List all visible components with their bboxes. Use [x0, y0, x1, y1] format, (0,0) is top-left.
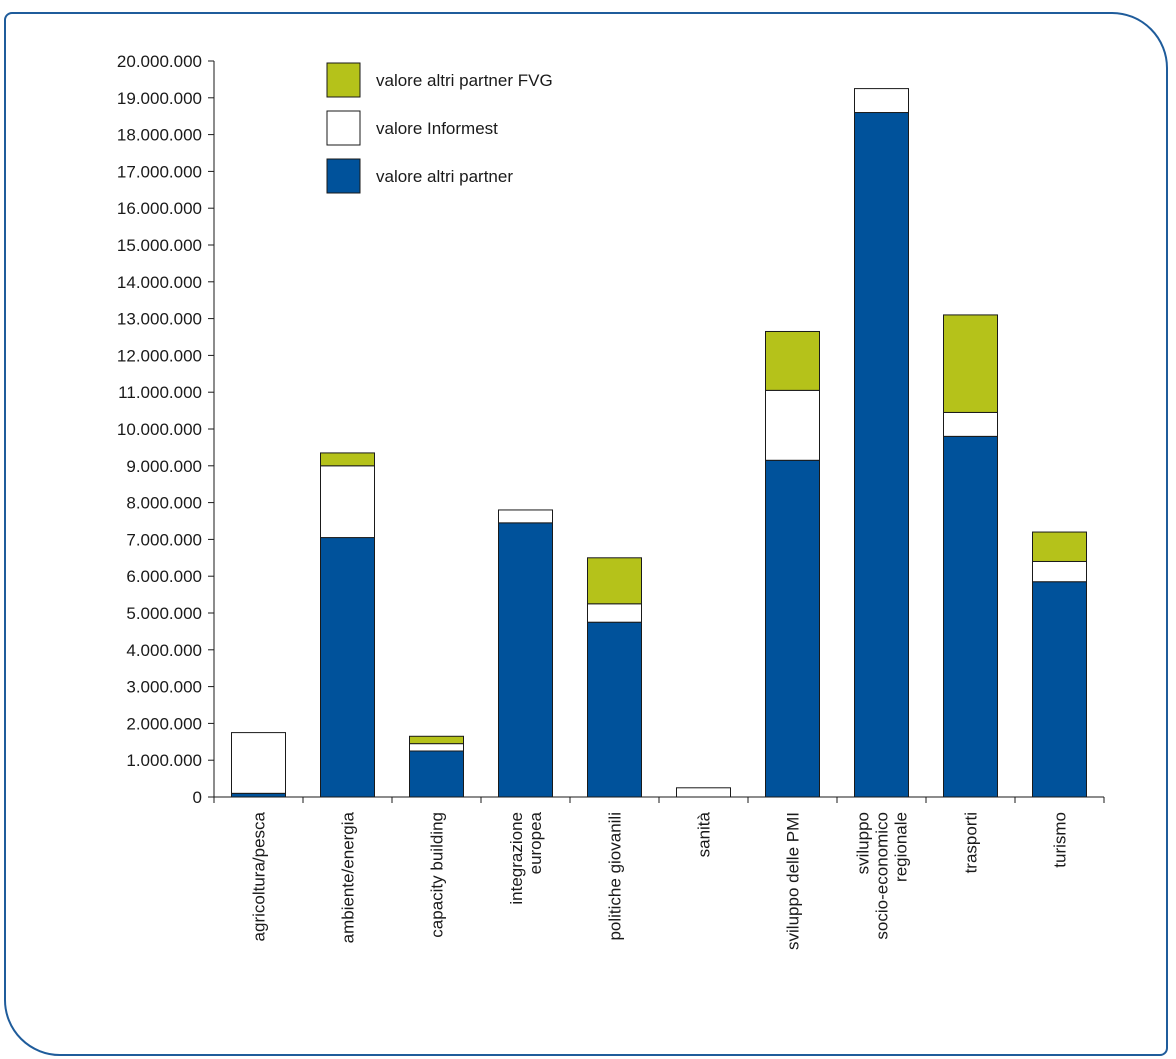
bar-segment-informest	[765, 389, 820, 461]
y-tick-label: 9.000.000	[126, 457, 202, 476]
legend: valore altri partner FVG valore Informest…	[326, 62, 553, 194]
category-label-line: politiche giovanili	[606, 812, 625, 941]
category-label-line: sanità	[695, 811, 714, 857]
category-label: capacity building	[428, 812, 447, 938]
bar-segment-informest	[1032, 560, 1087, 583]
y-tick-label: 10.000.000	[117, 420, 202, 439]
bars	[231, 88, 1087, 798]
y-tick-label: 20.000.000	[117, 52, 202, 71]
y-tick-label: 3.000.000	[126, 678, 202, 697]
y-tick-label: 17.000.000	[117, 162, 202, 181]
y-tick-label: 12.000.000	[117, 346, 202, 365]
y-tick-label: 2.000.000	[126, 714, 202, 733]
category-label: svilupposocio-economicoregionale	[854, 812, 911, 940]
legend-swatch	[326, 110, 361, 146]
legend-swatch	[326, 62, 361, 98]
category-label-line: trasporti	[962, 812, 981, 873]
category-label-line: sviluppo delle PMI	[784, 812, 803, 950]
y-tick-label: 15.000.000	[117, 236, 202, 255]
y-tick-label: 18.000.000	[117, 126, 202, 145]
category-labels: agricoltura/pesca ambiente/energia capacit…	[250, 811, 1070, 950]
category-label-line: ambiente/energia	[339, 811, 358, 943]
bar-segment-altri-partner	[854, 112, 909, 798]
bar-segment-informest	[409, 743, 464, 752]
bar-segment-altri-partner-fvg	[587, 557, 642, 605]
bar-segment-informest	[943, 411, 998, 437]
axes: 0 1.000.000 2.000.000 3.000.000 4.000.000 5.0…	[117, 52, 1105, 807]
bar-segment-informest	[676, 787, 731, 798]
bar-segment-altri-partner	[320, 537, 375, 798]
category-label-line: socio-economico	[873, 812, 892, 940]
y-tick-label: 6.000.000	[126, 567, 202, 586]
y-tick-label: 14.000.000	[117, 273, 202, 292]
category-label: sanità	[695, 811, 714, 857]
y-tick-label: 19.000.000	[117, 89, 202, 108]
y-tick-label: 5.000.000	[126, 604, 202, 623]
category-label-line: agricoltura/pesca	[250, 811, 269, 941]
bar-segment-informest	[498, 509, 553, 524]
category-label-line: integrazione	[507, 812, 526, 905]
bar-segment-informest	[320, 465, 375, 539]
category-label-line: sviluppo	[854, 812, 873, 874]
bar-segment-altri-partner-fvg	[320, 452, 375, 467]
bar-segment-altri-partner	[943, 435, 998, 798]
y-tick-label: 13.000.000	[117, 310, 202, 329]
category-label-line: europea	[526, 811, 545, 874]
legend-label: valore Informest	[376, 119, 498, 138]
y-tick-label: 0	[193, 788, 202, 807]
category-label: sviluppo delle PMI	[784, 812, 803, 950]
y-tick-label: 8.000.000	[126, 494, 202, 513]
category-label: agricoltura/pesca	[250, 811, 269, 941]
y-tick-label: 16.000.000	[117, 199, 202, 218]
bar-segment-informest	[854, 88, 909, 114]
legend-label: valore altri partner FVG	[376, 71, 553, 90]
bar-segment-altri-partner	[231, 792, 286, 798]
bar-segment-informest	[231, 732, 286, 794]
bar-segment-altri-partner	[498, 522, 553, 798]
bar-segment-altri-partner	[409, 750, 464, 798]
y-tick-label: 4.000.000	[126, 641, 202, 660]
category-label: trasporti	[962, 812, 981, 873]
bar-segment-altri-partner-fvg	[765, 330, 820, 391]
y-tick-label: 7.000.000	[126, 530, 202, 549]
category-label-line: regionale	[892, 812, 911, 882]
category-label: integrazioneeuropea	[507, 811, 545, 904]
category-label-line: capacity building	[428, 812, 447, 938]
bar-segment-altri-partner	[765, 459, 820, 798]
legend-swatch	[326, 158, 361, 194]
bar-segment-altri-partner-fvg	[943, 314, 998, 413]
bar-segment-altri-partner	[1032, 581, 1087, 798]
y-tick-label: 11.000.000	[118, 383, 202, 402]
legend-label: valore altri partner	[376, 167, 513, 186]
category-label-line: turismo	[1051, 812, 1070, 868]
bar-segment-altri-partner	[587, 621, 642, 798]
category-label: turismo	[1051, 812, 1070, 868]
category-label: politiche giovanili	[606, 812, 625, 941]
bar-segment-altri-partner-fvg	[1032, 531, 1087, 562]
y-tick-label: 1.000.000	[126, 751, 202, 770]
bar-segment-informest	[587, 603, 642, 623]
bar-segment-altri-partner-fvg	[409, 735, 464, 745]
category-label: ambiente/energia	[339, 811, 358, 943]
